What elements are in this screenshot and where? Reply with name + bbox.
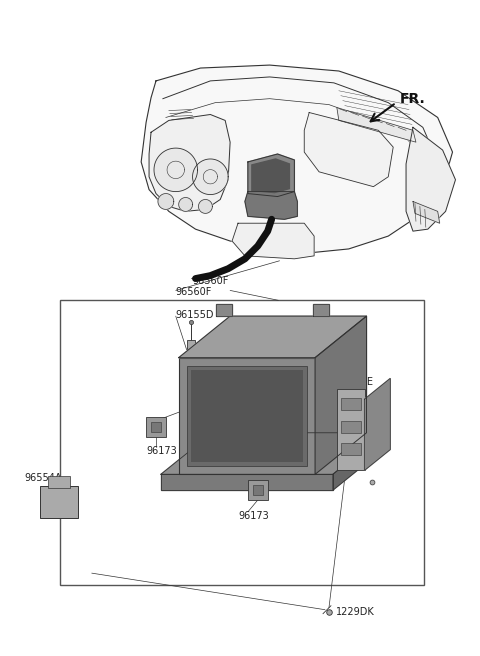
Text: 96560F: 96560F [192,276,229,285]
Bar [341,443,360,455]
Polygon shape [154,148,197,192]
Polygon shape [252,159,289,193]
Text: 96554A: 96554A [24,473,62,483]
Polygon shape [161,474,333,490]
Polygon shape [413,201,440,223]
Bar [187,340,194,371]
Text: 96155D: 96155D [176,310,214,320]
Polygon shape [179,197,192,211]
Bar [40,486,78,518]
Text: 96560F: 96560F [176,287,212,297]
Polygon shape [161,433,384,474]
Bar [146,417,166,437]
Bar [341,398,360,410]
Bar [60,300,424,585]
Polygon shape [149,115,230,211]
Polygon shape [199,199,212,213]
Polygon shape [406,127,456,231]
Bar [341,421,360,433]
Text: 96173: 96173 [238,511,269,521]
Polygon shape [141,65,453,253]
Bar [187,365,307,466]
Polygon shape [158,194,174,209]
Text: FR.: FR. [400,92,426,106]
Polygon shape [337,108,416,142]
Polygon shape [364,379,390,470]
Polygon shape [304,113,393,187]
Polygon shape [313,304,329,316]
Polygon shape [179,316,367,358]
Text: 1229DK: 1229DK [336,607,374,617]
Bar [248,480,268,500]
Bar [337,389,364,470]
Polygon shape [192,159,228,195]
Text: 96173: 96173 [146,445,177,455]
Text: 96155E: 96155E [337,377,374,387]
Polygon shape [232,223,314,259]
Polygon shape [245,192,297,219]
Polygon shape [248,154,294,197]
Polygon shape [315,316,367,474]
Bar [48,476,70,488]
Polygon shape [216,304,232,316]
Bar [253,485,263,495]
Bar [179,358,315,474]
Polygon shape [333,433,384,490]
Bar [191,369,303,462]
Bar [151,422,161,432]
